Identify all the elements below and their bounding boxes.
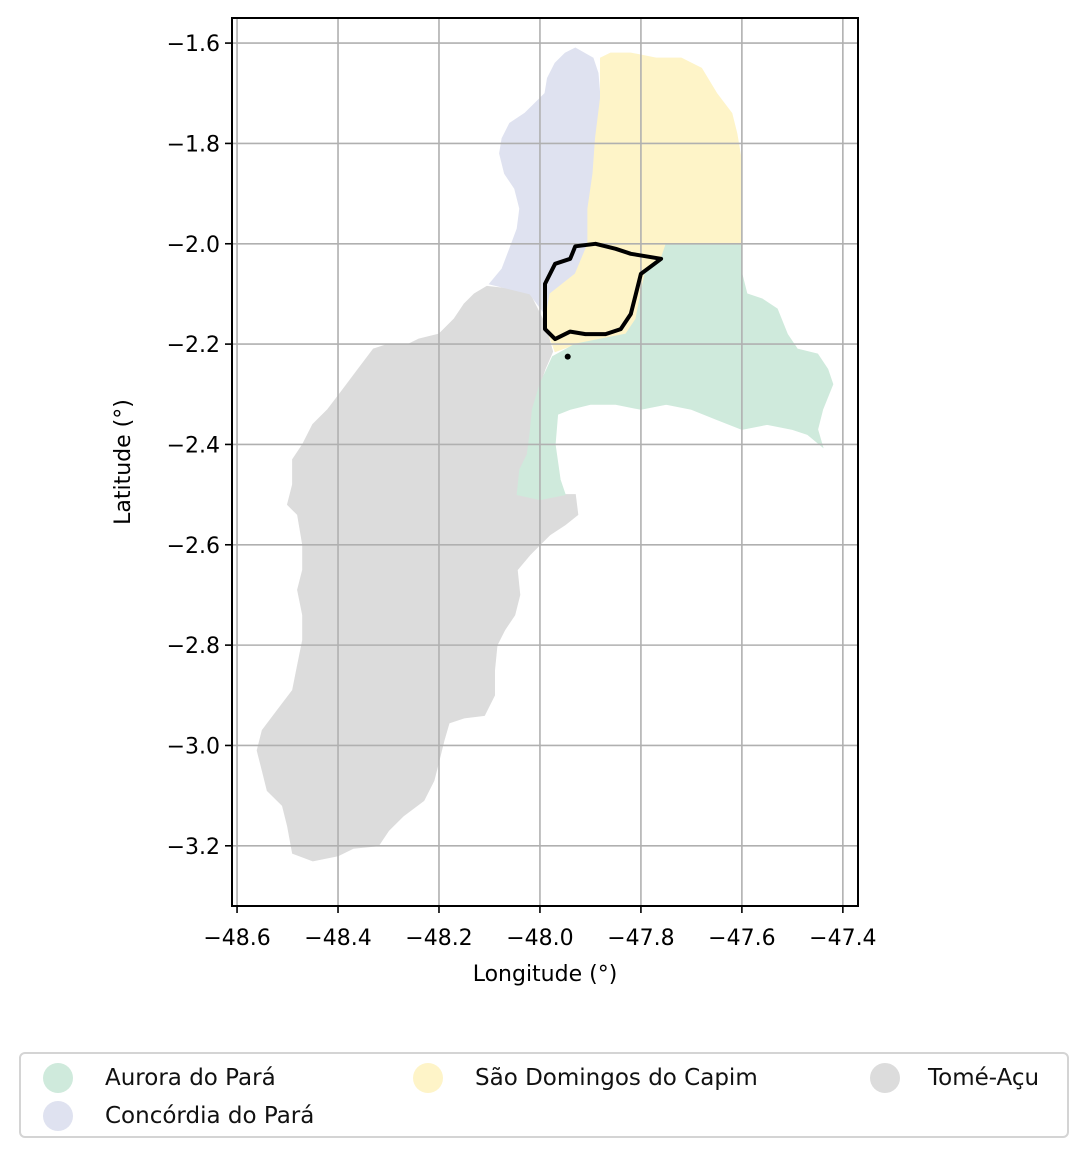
legend-label-sao-domingos: São Domingos do Capim bbox=[475, 1065, 758, 1091]
region-aurora-do-para bbox=[516, 243, 834, 501]
x-axis-label: Longitude (°) bbox=[473, 962, 618, 987]
y-tick-label: −2.2 bbox=[167, 333, 220, 358]
y-tick-label: −2.8 bbox=[167, 634, 220, 659]
y-tick-label: −3.0 bbox=[167, 734, 220, 759]
legend-swatch-concordia bbox=[43, 1101, 73, 1131]
x-tick-label: −47.4 bbox=[809, 926, 876, 951]
x-tick-label: −48.4 bbox=[304, 926, 371, 951]
x-tick-label: −48.2 bbox=[405, 926, 472, 951]
legend-swatch-aurora bbox=[43, 1063, 73, 1093]
region-tome-acu bbox=[256, 285, 579, 862]
legend-label-tome-acu: Tomé-Açu bbox=[928, 1065, 1040, 1091]
legend-label-aurora: Aurora do Pará bbox=[105, 1065, 276, 1091]
y-axis-label: Latitude (°) bbox=[111, 399, 136, 525]
plot-frame bbox=[231, 17, 859, 907]
legend-label-concordia: Concórdia do Pará bbox=[105, 1103, 315, 1129]
y-tick-label: −2.4 bbox=[167, 433, 220, 458]
x-tick-label: −47.6 bbox=[708, 926, 775, 951]
y-tick-label: −3.2 bbox=[167, 835, 220, 860]
map-figure: −48.6 −48.4 −48.2 −48.0 −47.8 −47.6 −47.4 −1.6 −… bbox=[111, 17, 877, 987]
y-tick-label: −1.6 bbox=[167, 32, 220, 57]
ticks-layer: −48.6 −48.4 −48.2 −48.0 −47.8 −47.6 −47.4 −1.6 −… bbox=[167, 32, 877, 951]
highlighted-area-outline bbox=[543, 241, 664, 342]
legend-item-sao-domingos: São Domingos do Capim bbox=[413, 1060, 758, 1096]
legend-item-tome-acu: Tomé-Açu bbox=[870, 1060, 1039, 1096]
y-tick-label: −1.8 bbox=[167, 132, 220, 157]
x-tick-label: −48.6 bbox=[203, 926, 270, 951]
legend-item-aurora: Aurora do Pará bbox=[43, 1060, 276, 1096]
y-tick-label: −2.6 bbox=[167, 534, 220, 559]
legend-swatch-sao-domingos bbox=[413, 1063, 443, 1093]
legend-item-concordia: Concórdia do Pará bbox=[43, 1098, 314, 1134]
regions-layer bbox=[256, 47, 834, 862]
x-tick-label: −47.8 bbox=[607, 926, 674, 951]
y-tick-label: −2.0 bbox=[167, 233, 220, 258]
grid-layer bbox=[232, 18, 858, 906]
x-tick-label: −48.0 bbox=[506, 926, 573, 951]
highlighted-point bbox=[564, 353, 571, 360]
legend-swatch-tome-acu bbox=[870, 1063, 900, 1093]
highlight-layer bbox=[543, 241, 664, 360]
legend: Aurora do Pará Concórdia do Pará São Dom… bbox=[19, 1052, 1069, 1138]
